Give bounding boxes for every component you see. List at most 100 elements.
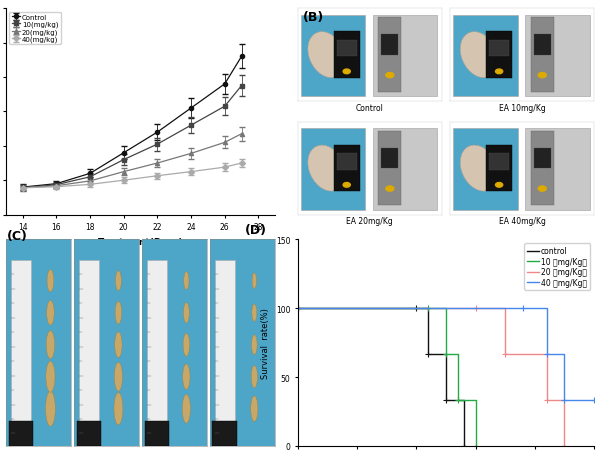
20 （mg/Kg） — [472, 306, 479, 311]
Ellipse shape — [252, 304, 257, 322]
Bar — [486, 32, 512, 79]
Line: control: control — [298, 308, 464, 446]
Ellipse shape — [182, 364, 190, 389]
control — [442, 398, 449, 403]
10 （mg/Kg） — [425, 306, 432, 311]
Ellipse shape — [251, 396, 258, 422]
Text: EA 40mg/Kg: EA 40mg/Kg — [499, 217, 545, 226]
Bar — [77, 421, 101, 446]
Bar — [334, 146, 359, 192]
control — [425, 306, 432, 311]
Ellipse shape — [115, 332, 122, 358]
40 （mg/Kg） — [561, 351, 568, 357]
10 （mg/Kg） — [454, 351, 461, 357]
Bar — [373, 129, 437, 211]
20 （mg/Kg） — [502, 306, 509, 311]
Ellipse shape — [46, 361, 55, 392]
Bar — [11, 260, 31, 442]
Bar — [381, 148, 398, 169]
Bar — [373, 15, 437, 97]
10 （mg/Kg） — [425, 306, 432, 311]
Ellipse shape — [183, 334, 190, 356]
X-axis label: Treatment(Days): Treatment(Days) — [98, 238, 184, 246]
Bar — [489, 40, 509, 57]
Bar — [79, 260, 99, 442]
20 （mg/Kg） — [543, 351, 550, 357]
Text: Control: Control — [356, 104, 383, 113]
40 （mg/Kg） — [520, 306, 527, 311]
Line: 20 （mg/Kg）: 20 （mg/Kg） — [298, 308, 565, 446]
Ellipse shape — [46, 391, 55, 426]
Bar — [486, 146, 512, 192]
Ellipse shape — [460, 146, 498, 192]
Bar — [334, 32, 359, 79]
10 （mg/Kg） — [472, 398, 479, 403]
Bar — [453, 129, 518, 211]
40 （mg/Kg） — [561, 398, 568, 403]
Bar — [381, 35, 398, 56]
Y-axis label: Survival  rate(%): Survival rate(%) — [261, 308, 270, 378]
Bar — [337, 40, 357, 57]
Ellipse shape — [308, 146, 346, 192]
Line: 10 （mg/Kg）: 10 （mg/Kg） — [298, 308, 476, 446]
Bar — [145, 421, 169, 446]
control — [413, 306, 420, 311]
Circle shape — [496, 183, 503, 188]
Bar — [147, 260, 167, 442]
Bar — [525, 15, 590, 97]
Ellipse shape — [308, 33, 346, 78]
Bar — [489, 154, 509, 171]
Circle shape — [538, 187, 546, 192]
Circle shape — [343, 70, 350, 75]
control — [413, 306, 420, 311]
Ellipse shape — [460, 33, 498, 78]
control — [425, 351, 432, 357]
Ellipse shape — [182, 394, 190, 423]
Text: (B): (B) — [303, 11, 324, 25]
40 （mg/Kg） — [520, 306, 527, 311]
Ellipse shape — [252, 273, 257, 289]
Bar — [453, 15, 518, 97]
40 （mg/Kg） — [543, 306, 550, 311]
Circle shape — [386, 187, 394, 192]
20 （mg/Kg） — [543, 398, 550, 403]
Bar — [531, 18, 554, 93]
Ellipse shape — [114, 393, 123, 425]
control — [442, 351, 449, 357]
Ellipse shape — [115, 363, 122, 391]
Ellipse shape — [184, 303, 189, 324]
10 （mg/Kg） — [294, 306, 301, 311]
10 （mg/Kg） — [442, 351, 449, 357]
40 （mg/Kg） — [294, 306, 301, 311]
Line: 40 （mg/Kg）: 40 （mg/Kg） — [298, 308, 594, 400]
20 （mg/Kg） — [294, 306, 301, 311]
Legend: control, 10 （mg/Kg）, 20 （mg/Kg）, 40 （mg/Kg）: control, 10 （mg/Kg）, 20 （mg/Kg）, 40 （mg/… — [524, 244, 590, 290]
Bar — [8, 421, 34, 446]
Circle shape — [538, 73, 546, 79]
20 （mg/Kg） — [561, 443, 568, 449]
10 （mg/Kg） — [472, 443, 479, 449]
10 （mg/Kg） — [454, 398, 461, 403]
40 （mg/Kg） — [590, 398, 598, 403]
Circle shape — [496, 70, 503, 75]
Ellipse shape — [47, 301, 54, 325]
Ellipse shape — [251, 335, 257, 355]
Bar — [525, 129, 590, 211]
Ellipse shape — [46, 331, 55, 359]
Ellipse shape — [47, 270, 54, 292]
Bar — [531, 131, 554, 206]
10 （mg/Kg） — [442, 306, 449, 311]
Ellipse shape — [184, 272, 189, 290]
Bar — [533, 148, 551, 169]
Circle shape — [386, 73, 394, 79]
Bar — [301, 15, 365, 97]
20 （mg/Kg） — [561, 398, 568, 403]
Bar — [533, 35, 551, 56]
Bar — [215, 260, 235, 442]
Bar — [379, 131, 401, 206]
Text: EA 10mg/Kg: EA 10mg/Kg — [499, 104, 545, 113]
control — [460, 443, 467, 449]
Ellipse shape — [115, 271, 121, 291]
Text: (C): (C) — [7, 230, 28, 243]
control — [294, 306, 301, 311]
